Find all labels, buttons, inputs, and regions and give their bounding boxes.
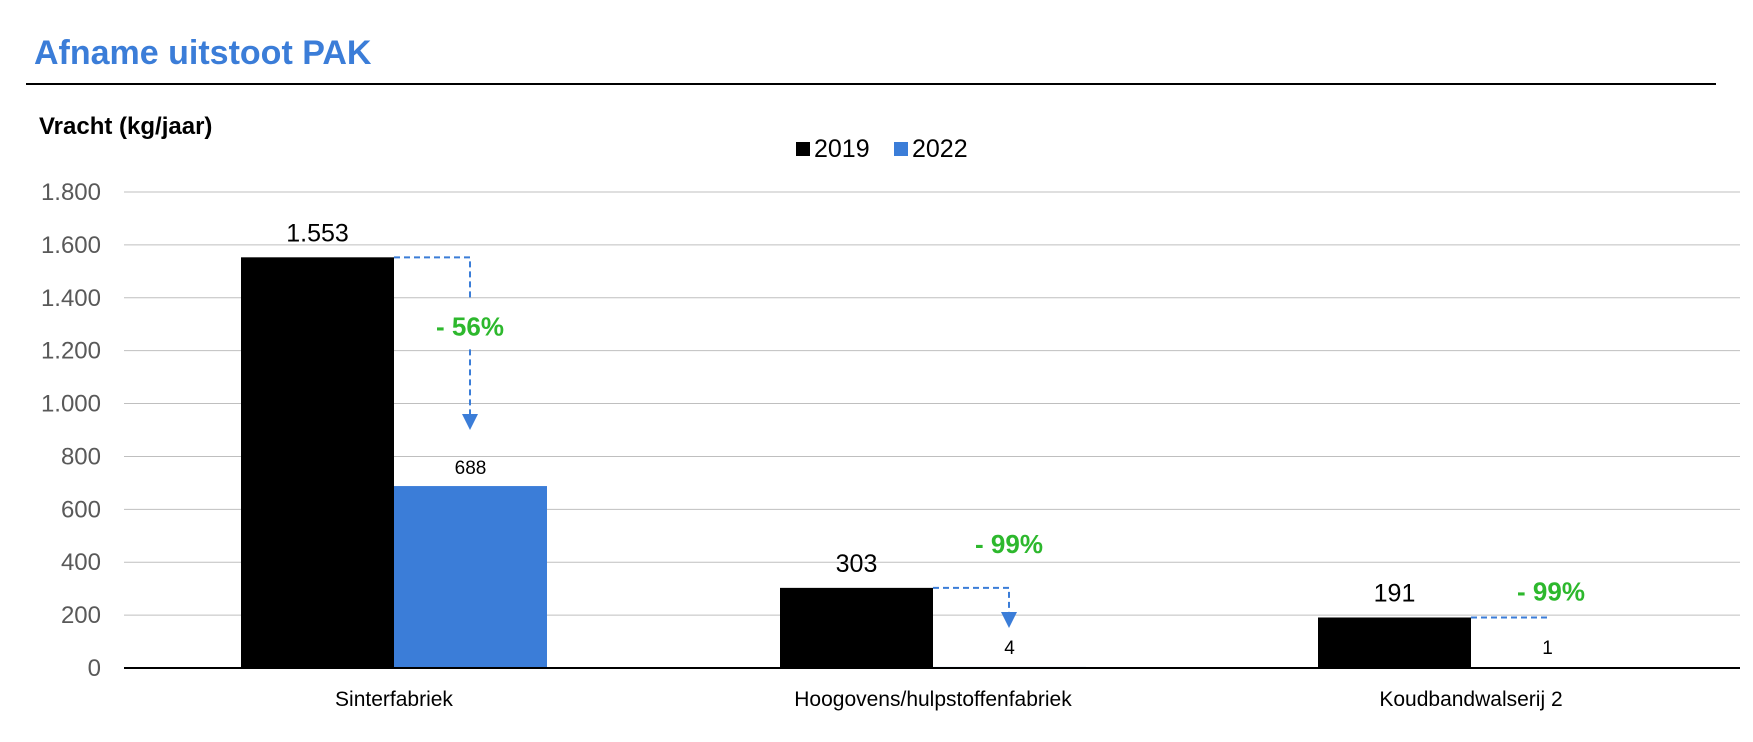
- data-label: 303: [836, 550, 878, 578]
- legend-label-2019: 2019: [814, 135, 870, 163]
- y-tick-label: 200: [61, 602, 101, 629]
- data-labels: 1.553 688 303 4 191 1: [286, 219, 1553, 659]
- data-label: 688: [455, 458, 487, 479]
- y-axis-label: Vracht (kg/jaar): [39, 113, 212, 140]
- y-tick-label: 1.000: [41, 391, 101, 418]
- x-category-label: Hoogovens/hulpstoffenfabriek: [794, 688, 1072, 711]
- reduction-label: - 56%: [436, 311, 504, 341]
- legend-label-2022: 2022: [912, 135, 968, 163]
- reduction-connector: [933, 586, 1010, 614]
- y-tick-label: 600: [61, 496, 101, 523]
- chart-title: Afname uitstoot PAK: [34, 34, 372, 72]
- y-tick-label: 400: [61, 549, 101, 576]
- bars: [241, 257, 1624, 668]
- y-tick-label: 1.600: [41, 232, 101, 259]
- y-axis-ticks: 0 200 400 600 800 1.000 1.200 1.400 1.600 1.800: [41, 179, 101, 682]
- legend: 2019 2022: [796, 135, 968, 163]
- reduction-connector: [394, 256, 471, 300]
- bar-2022: [394, 486, 547, 668]
- reduction-arrows: - 56% - 99% - 99%: [394, 256, 1585, 628]
- bar-2019: [1318, 617, 1471, 668]
- data-label: 1.553: [286, 219, 349, 247]
- bar-2019: [241, 257, 394, 668]
- x-axis-categories: Sinterfabriek Hoogovens/hulpstoffenfabrie…: [335, 688, 1563, 711]
- legend-swatch-2022: [894, 142, 908, 156]
- y-tick-label: 1.800: [41, 179, 101, 206]
- data-label: 191: [1374, 579, 1416, 607]
- x-category-label: Koudbandwalserij 2: [1379, 688, 1562, 711]
- bar-2019: [780, 587, 933, 668]
- x-category-label: Sinterfabriek: [335, 688, 453, 711]
- arrow-head: [462, 414, 478, 431]
- reduction-label: - 99%: [975, 529, 1043, 559]
- y-tick-label: 1.400: [41, 285, 101, 312]
- y-tick-label: 1.200: [41, 338, 101, 365]
- data-label: 1: [1542, 638, 1553, 659]
- data-label: 4: [1004, 638, 1015, 659]
- y-tick-label: 800: [61, 443, 101, 470]
- reduction-label: - 99%: [1517, 576, 1585, 606]
- arrow-head: [1001, 612, 1017, 628]
- y-tick-label: 0: [88, 655, 101, 682]
- legend-swatch-2019: [796, 142, 810, 156]
